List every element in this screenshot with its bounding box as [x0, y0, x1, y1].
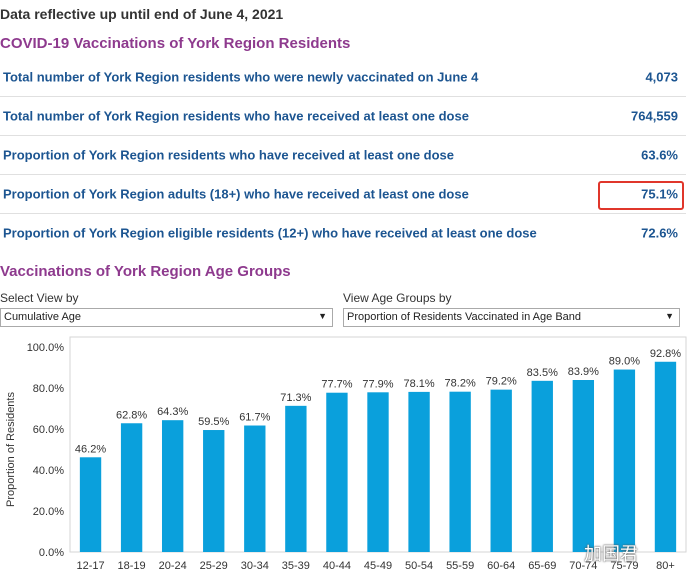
bar — [161, 420, 184, 552]
bar — [79, 457, 102, 552]
bar-value-label: 61.7% — [239, 412, 270, 424]
x-tick-label: 65-69 — [528, 560, 556, 572]
bar-value-label: 46.2% — [75, 443, 106, 455]
stat-value: 75.1% — [641, 186, 678, 202]
stat-row-new-vaccinated: Total number of York Region residents wh… — [0, 58, 686, 97]
x-tick-label: 55-59 — [446, 560, 474, 572]
bar — [490, 389, 512, 552]
stat-row-proportion-eligible: Proportion of York Region eligible resid… — [0, 214, 686, 252]
stat-label: Proportion of York Region eligible resid… — [3, 225, 537, 241]
bar-value-label: 83.5% — [527, 367, 558, 379]
view-age-label: View Age Groups by — [343, 291, 452, 305]
bar — [203, 430, 225, 552]
y-tick-label: 80.0% — [33, 383, 64, 395]
stat-label: Proportion of York Region adults (18+) w… — [3, 186, 469, 202]
x-tick-label: 50-54 — [405, 560, 433, 572]
bar-value-label: 89.0% — [609, 356, 640, 368]
x-tick-label: 60-64 — [487, 560, 515, 572]
bar — [120, 423, 143, 552]
bar-value-label: 71.3% — [280, 392, 311, 404]
age-groups-title: Vaccinations of York Region Age Groups — [0, 263, 291, 280]
bar — [531, 380, 553, 552]
x-tick-label: 20-24 — [159, 560, 187, 572]
x-tick-label: 70-74 — [569, 560, 597, 572]
bar — [326, 392, 348, 552]
stat-label: Proportion of York Region residents who … — [3, 147, 455, 163]
view-age-dropdown[interactable]: Proportion of Residents Vaccinated in Ag… — [343, 308, 680, 327]
bar — [408, 391, 430, 552]
select-view-value: Cumulative Age — [4, 311, 82, 323]
y-tick-label: 20.0% — [33, 506, 64, 518]
bar-value-label: 64.3% — [157, 406, 188, 418]
stat-label: Total number of York Region residents wh… — [3, 69, 479, 85]
x-tick-label: 45-49 — [364, 560, 392, 572]
bar — [367, 392, 389, 552]
y-tick-label: 0.0% — [39, 547, 64, 559]
y-tick-label: 40.0% — [33, 465, 64, 477]
bar — [654, 361, 677, 552]
x-tick-label: 40-44 — [323, 560, 351, 572]
stat-label: Total number of York Region residents wh… — [3, 108, 469, 124]
stat-row-proportion-adults: Proportion of York Region adults (18+) w… — [0, 175, 686, 214]
bar-value-label: 59.5% — [198, 416, 229, 428]
bar — [572, 380, 595, 552]
data-updated-note: Data reflective up until end of June 4, … — [0, 6, 284, 22]
x-tick-label: 25-29 — [200, 560, 228, 572]
stat-row-total-one-dose: Total number of York Region residents wh… — [0, 97, 686, 136]
bar-value-label: 77.7% — [321, 379, 352, 391]
highlight-box — [598, 181, 684, 210]
bar-value-label: 78.1% — [403, 378, 434, 390]
bar-value-label: 79.2% — [486, 376, 517, 388]
chevron-down-icon: ▼ — [665, 311, 674, 321]
bar-value-label: 83.9% — [568, 366, 599, 378]
y-axis-label: Proportion of Residents — [5, 392, 17, 507]
stat-value: 63.6% — [641, 147, 678, 163]
bar-value-label: 92.8% — [650, 348, 681, 360]
chevron-down-icon: ▼ — [318, 311, 327, 321]
bar — [613, 369, 636, 552]
age-group-bar-chart: 0.0% 20.0% 40.0% 60.0% 80.0% 100.0% Proportion… — [5, 336, 687, 572]
select-view-label: Select View by — [0, 291, 79, 305]
y-tick-label: 100.0% — [27, 342, 65, 354]
select-view-dropdown[interactable]: Cumulative Age ▼ — [0, 308, 333, 327]
x-tick-label: 75-79 — [610, 560, 638, 572]
bar — [449, 391, 471, 552]
bar-value-label: 77.9% — [362, 378, 393, 390]
bar-value-label: 62.8% — [116, 409, 147, 421]
stat-row-proportion-residents: Proportion of York Region residents who … — [0, 136, 686, 175]
stat-value: 4,073 — [645, 69, 678, 85]
y-tick-label: 60.0% — [33, 424, 64, 436]
bar — [285, 405, 307, 552]
view-age-value: Proportion of Residents Vaccinated in Ag… — [347, 311, 582, 323]
x-tick-label: 80+ — [656, 560, 675, 572]
stat-value: 764,559 — [631, 108, 678, 124]
stat-value: 72.6% — [641, 225, 678, 241]
x-tick-label: 18-19 — [118, 560, 146, 572]
watermark: 加国君 — [584, 544, 638, 564]
vaccinations-title: COVID-19 Vaccinations of York Region Res… — [0, 35, 351, 52]
x-tick-label: 30-34 — [241, 560, 269, 572]
bar — [244, 425, 266, 552]
bar-value-label: 78.2% — [445, 378, 476, 390]
x-tick-label: 35-39 — [282, 560, 310, 572]
x-tick-label: 12-17 — [76, 560, 104, 572]
